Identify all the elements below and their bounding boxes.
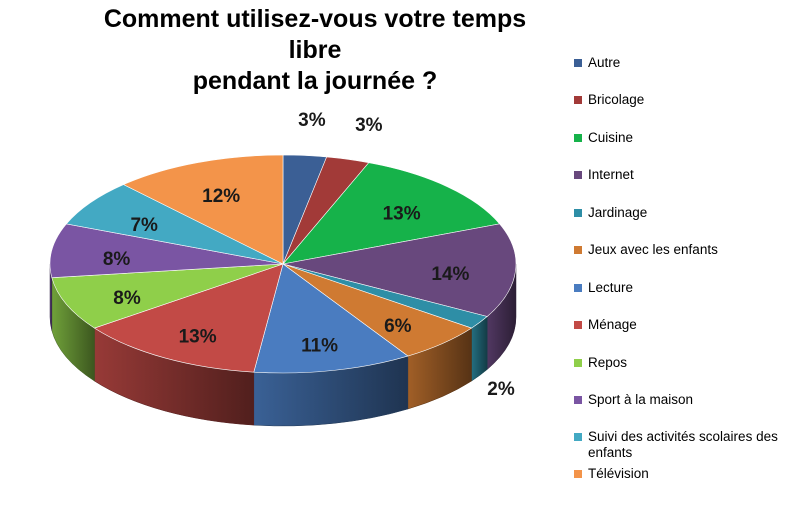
legend-item-repos: Repos (574, 355, 800, 371)
legend-label: Cuisine (588, 130, 634, 145)
legend-swatch (574, 470, 582, 478)
pie-slice-television (122, 154, 284, 265)
legend-label: Télévision (588, 466, 649, 481)
legend-item-bricolage: Bricolage (574, 92, 800, 108)
legend-item-television: Télévision (574, 466, 800, 482)
data-label-autre: 3% (298, 110, 326, 131)
legend-label: Ménage (588, 317, 637, 332)
pie-slice-repos (51, 263, 284, 329)
legend-swatch (574, 134, 582, 142)
legend-label: Repos (588, 355, 628, 370)
legend-swatch (574, 209, 582, 217)
data-label-menage: 13% (179, 327, 217, 348)
data-label-repos: 8% (113, 288, 141, 309)
legend-label: Sport à la maison (588, 392, 694, 407)
pie-slice-cuisine (282, 162, 501, 265)
pie-slice-suivi-des-activites-scolaires-des-enfants (65, 184, 284, 265)
legend-swatch (574, 246, 582, 254)
legend-label: Suivi des activités scolaires des enfant… (588, 429, 778, 460)
data-label-cuisine: 13% (383, 204, 421, 225)
chart-title-line-2: pendant la journée ? (192, 67, 438, 95)
legend-swatch (574, 96, 582, 104)
legend-swatch (574, 359, 582, 367)
legend-item-lecture: Lecture (574, 280, 800, 296)
data-label-suivi-des-activites-scolaires-des-enfants: 7% (130, 215, 158, 236)
legend-swatch (574, 284, 582, 292)
data-label-lecture: 11% (301, 336, 338, 357)
legend-label: Jeux avec les enfants (588, 242, 718, 257)
pie-slice-lecture (253, 263, 409, 374)
legend-item-cuisine: Cuisine (574, 130, 800, 146)
legend-label: Autre (588, 55, 621, 70)
data-label-bricolage: 3% (355, 115, 383, 136)
data-label-sport-a-la-maison: 8% (103, 249, 131, 270)
legend-label: Internet (588, 167, 634, 182)
chart-title: Comment utilisez-vous votre temps libre … (85, 4, 545, 97)
legend-swatch (574, 321, 582, 329)
data-label-television: 12% (202, 186, 240, 207)
legend-swatch (574, 396, 582, 404)
data-label-internet: 14% (431, 264, 469, 285)
pie-slice-internet (282, 223, 517, 317)
pie-slice-sport-a-la-maison (49, 223, 284, 278)
legend-item-suivi-des-activites-scolaires-des-enfants: Suivi des activités scolaires des enfant… (574, 429, 800, 461)
legend-item-menage: Ménage (574, 317, 800, 333)
pie-slice-menage (93, 263, 284, 373)
legend-label: Jardinage (588, 205, 648, 220)
legend-item-sport-a-la-maison: Sport à la maison (574, 392, 800, 408)
legend-item-jeux-avec-les-enfants: Jeux avec les enfants (574, 242, 800, 258)
legend-swatch (574, 171, 582, 179)
legend-label: Lecture (588, 280, 634, 295)
chart-title-line-1: Comment utilisez-vous votre temps libre (103, 5, 527, 64)
legend-item-autre: Autre (574, 55, 800, 71)
legend-item-internet: Internet (574, 167, 800, 183)
legend-swatch (574, 433, 582, 441)
legend-item-jardinage: Jardinage (574, 205, 800, 221)
data-label-jardinage: 2% (487, 379, 515, 400)
legend-label: Bricolage (588, 92, 645, 107)
data-label-jeux-avec-les-enfants: 6% (384, 316, 412, 337)
legend-swatch (574, 59, 582, 67)
